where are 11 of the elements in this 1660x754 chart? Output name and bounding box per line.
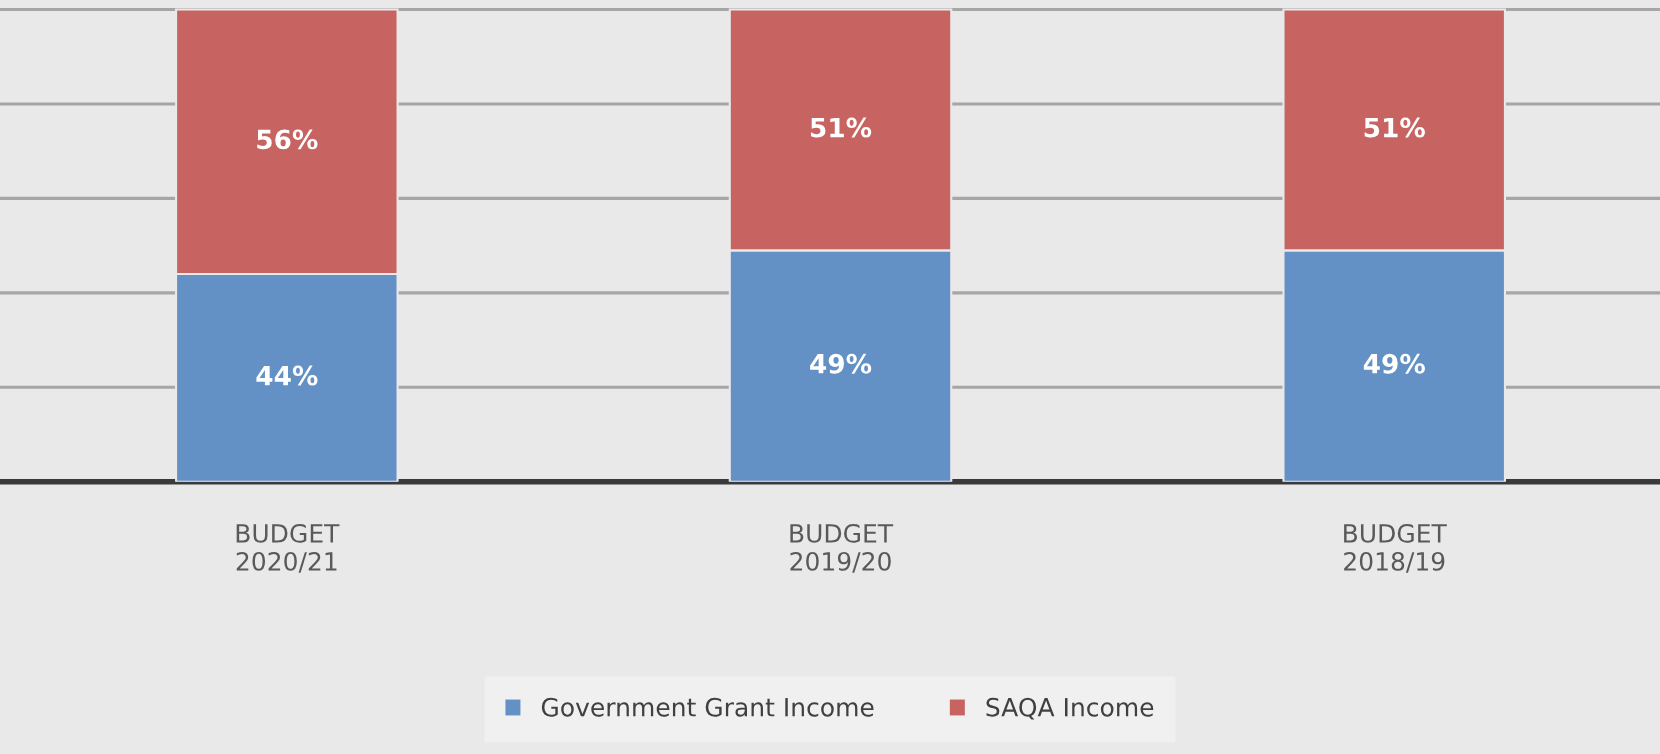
- data-label: 49%: [1363, 353, 1425, 374]
- data-label: 51%: [810, 117, 872, 138]
- data-label: 51%: [1364, 117, 1425, 138]
- legend-label: Government Grant Income: [541, 697, 874, 717]
- x-tick-label: BUDGET 2019/20: [790, 523, 894, 573]
- data-label: 49%: [810, 353, 872, 374]
- x-tick-label: BUDGET 2020/21: [236, 523, 340, 573]
- x-tick-label: BUDGET 2018/19: [1344, 523, 1447, 573]
- data-label: 44%: [256, 365, 318, 386]
- data-label: 56%: [257, 129, 318, 150]
- legend-label: SAQA Income: [986, 697, 1154, 720]
